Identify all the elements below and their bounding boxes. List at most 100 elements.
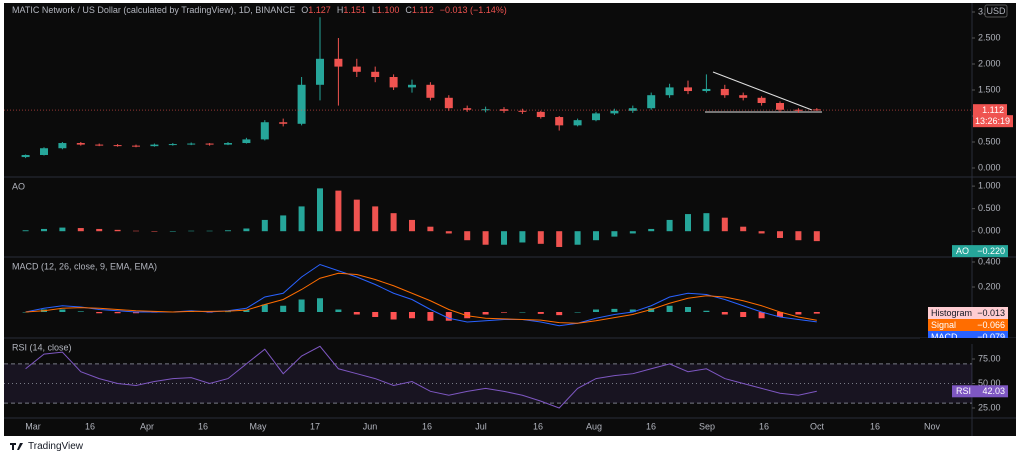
pane-title: MACD (12, 26, close, 9, EMA, EMA): [12, 261, 157, 271]
ao-bar: [629, 231, 636, 234]
ao-bar: [464, 231, 471, 241]
candle-body: [555, 117, 564, 126]
y-tick-label: 1.500: [978, 84, 1001, 94]
macd-hist-bar: [629, 309, 636, 312]
macd-hist-bar: [501, 312, 507, 313]
rsi-badge-name: RSI: [956, 386, 971, 396]
macd-hist-bar: [482, 312, 489, 315]
candle-body: [426, 84, 435, 98]
ao-bar: [445, 231, 452, 234]
candle-body: [757, 97, 766, 103]
countdown: 13:26:19: [975, 116, 1010, 126]
symbol: MATIC Network / US Dollar (calculated by…: [12, 5, 296, 15]
ao-bar: [206, 230, 213, 232]
macd-badge-name: MACD: [931, 332, 958, 342]
ao-bar: [574, 231, 581, 245]
ao-bar: [795, 231, 802, 241]
change: −0.013 (−1.14%): [439, 5, 507, 15]
macd-hist-bar: [648, 308, 655, 312]
ohlc-label: O: [301, 5, 309, 15]
ao-bar: [390, 213, 397, 232]
ao-bar: [317, 188, 323, 232]
macd-hist-bar: [795, 312, 802, 315]
macd-badge-bg: [928, 307, 1008, 319]
y-tick-label: 2.500: [978, 32, 1001, 42]
candle-body: [279, 122, 288, 124]
candle-body: [132, 145, 140, 147]
candle-body: [684, 87, 692, 92]
macd-hist-bar: [721, 312, 728, 315]
macd-hist-bar: [611, 308, 618, 312]
rsi-badge-value: 42.03: [982, 386, 1005, 396]
ao-bar: [593, 231, 599, 241]
currency-button[interactable]: [984, 4, 1008, 18]
ao-bar: [482, 231, 489, 245]
macd-hist-bar: [77, 311, 84, 312]
ao-bar: [427, 226, 434, 232]
last-price: 1.112: [982, 105, 1004, 115]
macd-badge-value: −0.013: [977, 308, 1005, 318]
macd-hist-bar: [445, 312, 452, 321]
ao-bar: [335, 190, 342, 232]
x-tick-label: 16: [870, 421, 880, 431]
candle-body: [76, 143, 85, 145]
y-tick-label: 0.500: [978, 136, 1001, 146]
ao-bar: [169, 231, 176, 232]
x-tick-label: Apr: [140, 421, 154, 431]
candle-body: [40, 148, 48, 155]
countdown-bg: [973, 115, 1013, 128]
candle-body: [352, 66, 361, 72]
macd-hist-bar: [777, 312, 783, 317]
candle-body: [150, 144, 159, 147]
macd-hist-bar: [464, 312, 471, 319]
rsi-line: [25, 345, 817, 409]
macd-hist-bar: [427, 312, 434, 321]
macd-hist-bar: [22, 312, 29, 313]
x-tick-label: Jun: [363, 421, 378, 431]
ao-bar: [261, 219, 268, 232]
x-tick-label: 16: [533, 421, 543, 431]
candle-body: [536, 111, 545, 118]
candle-body: [592, 113, 600, 121]
candle-body: [794, 109, 803, 111]
candle-body: [58, 143, 67, 149]
ao-bar: [648, 228, 655, 232]
ao-bar: [372, 206, 379, 232]
candle-body: [610, 110, 619, 114]
ao-bar: [225, 230, 231, 232]
candle-body: [168, 144, 177, 146]
legend-header: MATIC Network / US Dollar (calculated by…: [12, 5, 507, 15]
ao-bar: [537, 231, 544, 244]
x-tick-label: 16: [85, 421, 95, 431]
ao-bar: [188, 230, 195, 232]
candle-body: [776, 102, 784, 110]
candle-body: [389, 76, 398, 88]
ohlc: L1.100: [372, 5, 400, 15]
y-tick-label: 2.000: [978, 58, 1001, 68]
logo: [10, 443, 23, 450]
macd-hist-bar: [758, 312, 765, 319]
pane-title: AO: [12, 181, 25, 191]
candle-body: [481, 109, 490, 111]
x-tick-label: May: [249, 421, 267, 431]
candle-body: [187, 143, 196, 145]
y-tick-label: 0.400: [978, 256, 1001, 266]
macd-hist-bar: [685, 307, 691, 312]
candle-body: [260, 122, 269, 140]
ao-bar: [41, 228, 47, 232]
currency[interactable]: USD: [986, 6, 1006, 16]
ao-bar: [758, 231, 765, 234]
y-tick-label: 0.500: [978, 203, 1001, 213]
ao-bar: [353, 199, 360, 232]
y-tick-label: 0.000: [978, 226, 1001, 236]
macd-hist-bar: [96, 312, 103, 314]
footer: TradingView: [10, 441, 83, 452]
ao-bar: [611, 231, 618, 237]
ao-bar: [685, 214, 691, 232]
macd-hist-bar: [666, 305, 673, 312]
ohlc: O1.127: [301, 5, 331, 15]
ao-bar: [133, 230, 139, 232]
macd-hist-bar: [243, 310, 250, 312]
macd-badge-name: Histogram: [931, 308, 972, 318]
macd-hist-bar: [574, 312, 581, 313]
